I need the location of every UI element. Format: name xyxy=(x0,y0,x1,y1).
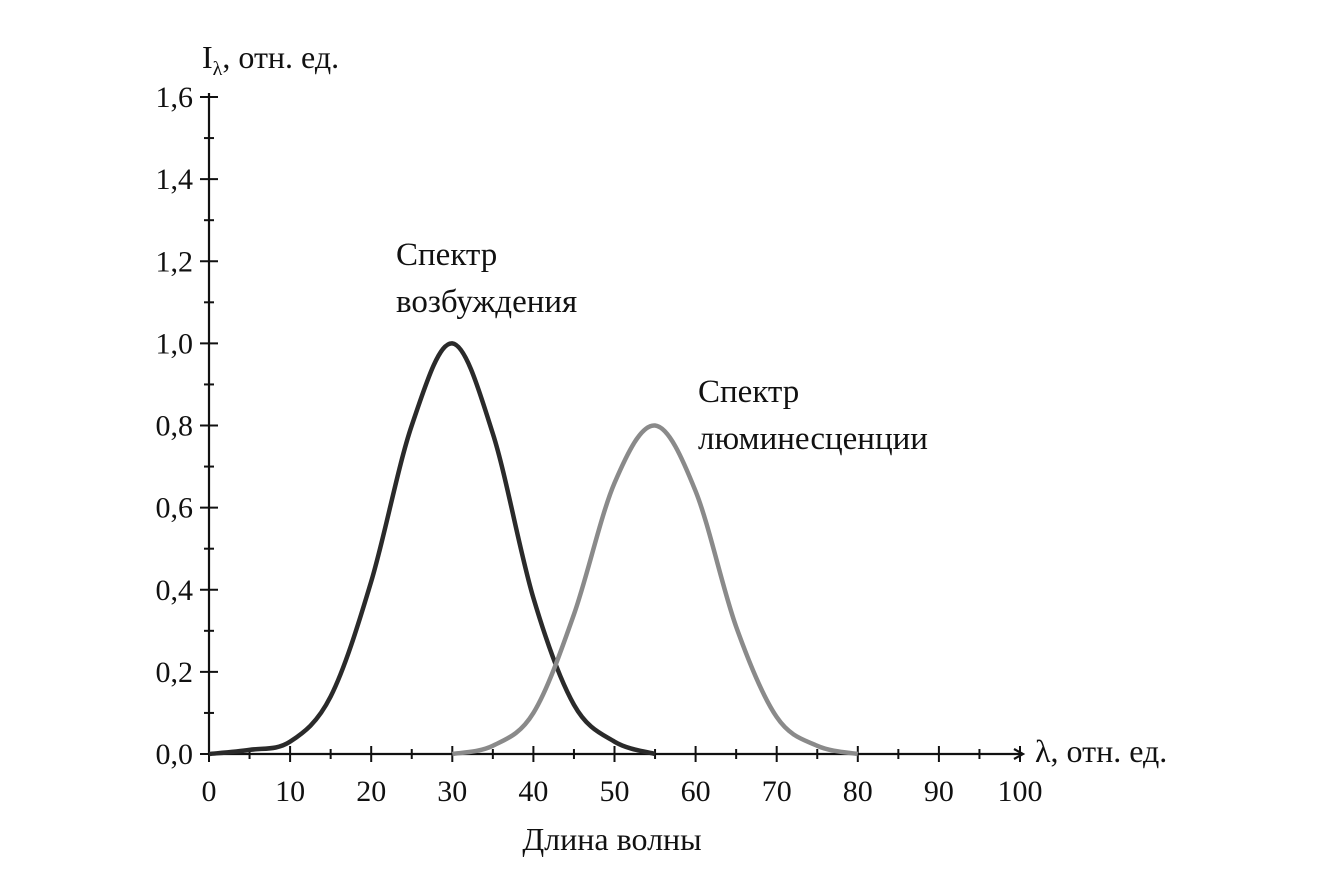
excitation-label-line2: возбуждения xyxy=(396,284,577,320)
x-tick-label: 70 xyxy=(762,775,792,808)
x-tick-label: 20 xyxy=(356,775,386,808)
x-tick-label: 10 xyxy=(275,775,305,808)
x-tick-label: 50 xyxy=(600,775,630,808)
y-tick-label: 1,0 xyxy=(156,327,194,360)
x-tick-label: 60 xyxy=(681,775,711,808)
y-axis-title-sub: λ xyxy=(213,58,223,80)
x-tick-label: 80 xyxy=(843,775,873,808)
excitation-label-line1: Спектр xyxy=(396,237,497,273)
x-tick-label: 100 xyxy=(998,775,1043,808)
x-tick-label: 0 xyxy=(202,775,217,808)
y-tick-label: 0,6 xyxy=(156,492,194,525)
y-tick-label: 0,2 xyxy=(156,656,194,689)
y-axis-title: Iλ, отн. ед. xyxy=(202,39,339,80)
curves xyxy=(208,341,859,757)
y-axis-title-main: I xyxy=(202,39,213,75)
y-tick-label: 1,2 xyxy=(156,245,194,278)
x-axis-unit-label: λ, отн. ед. xyxy=(1035,733,1167,769)
excitation-spectrum-curve xyxy=(208,341,656,757)
axes: 0 10 20 30 40 50 60 70 80 90 100 0,0 0,2 0,4 0,6 0,8 1,… xyxy=(156,81,1043,808)
x-axis-arrow xyxy=(1013,748,1026,760)
y-ticks: 0,0 0,2 0,4 0,6 0,8 1,0 1,2 1,4 1,6 xyxy=(156,81,218,771)
y-tick-label: 0,4 xyxy=(156,574,194,607)
luminescence-label-line2: люминесценции xyxy=(698,421,928,457)
luminescence-label-line1: Спектр xyxy=(698,374,799,410)
luminescence-spectrum-curve xyxy=(451,423,859,757)
y-tick-label: 0,8 xyxy=(156,410,194,443)
x-tick-label: 30 xyxy=(437,775,467,808)
y-tick-label: 1,4 xyxy=(156,163,194,196)
x-ticks: 0 10 20 30 40 50 60 70 80 90 100 xyxy=(202,746,1043,808)
y-axis-title-rest: , отн. ед. xyxy=(222,39,339,75)
y-tick-label: 1,6 xyxy=(156,81,194,114)
x-axis-title: Длина волны xyxy=(522,821,701,857)
y-tick-label: 0,0 xyxy=(156,738,194,771)
x-tick-label: 40 xyxy=(518,775,548,808)
x-tick-label: 90 xyxy=(924,775,954,808)
